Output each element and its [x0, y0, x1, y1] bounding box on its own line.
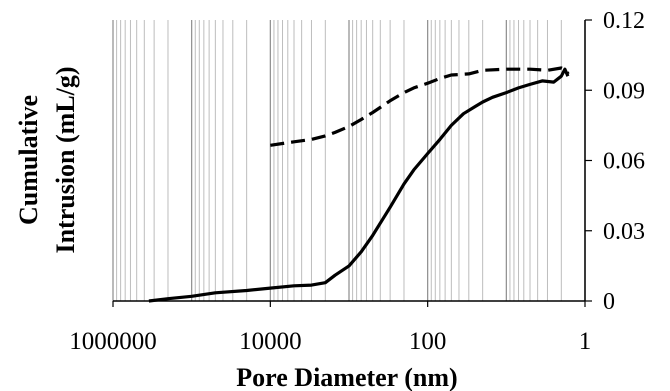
x-tick-label: 1 [579, 328, 592, 355]
x-tick-label: 1000000 [69, 328, 157, 355]
y-tick-label: 0.09 [603, 78, 645, 104]
y-axis-title-line-1: Cumulative [14, 95, 43, 225]
x-tick-label: 100 [409, 328, 447, 355]
y-tick-label: 0.06 [603, 149, 645, 175]
y-axis-title-line-2: Intrusion (mL/g) [51, 66, 80, 253]
x-axis-title: Pore Diameter (nm) [236, 363, 457, 391]
x-grid [112, 20, 586, 301]
solid-series-line [148, 67, 570, 303]
y-tick-label: 0.12 [603, 8, 645, 34]
y-tick-label: 0.03 [603, 219, 645, 245]
axes-layer [112, 19, 592, 307]
tick-labels: 1000000 10000 100 10 0.03 0.06 0.09 0.12 [69, 8, 645, 355]
dashed-series-line [270, 66, 570, 147]
x-tick-label: 10000 [239, 328, 302, 355]
y-tick-label: 0 [603, 289, 615, 315]
series-layer [148, 66, 570, 303]
